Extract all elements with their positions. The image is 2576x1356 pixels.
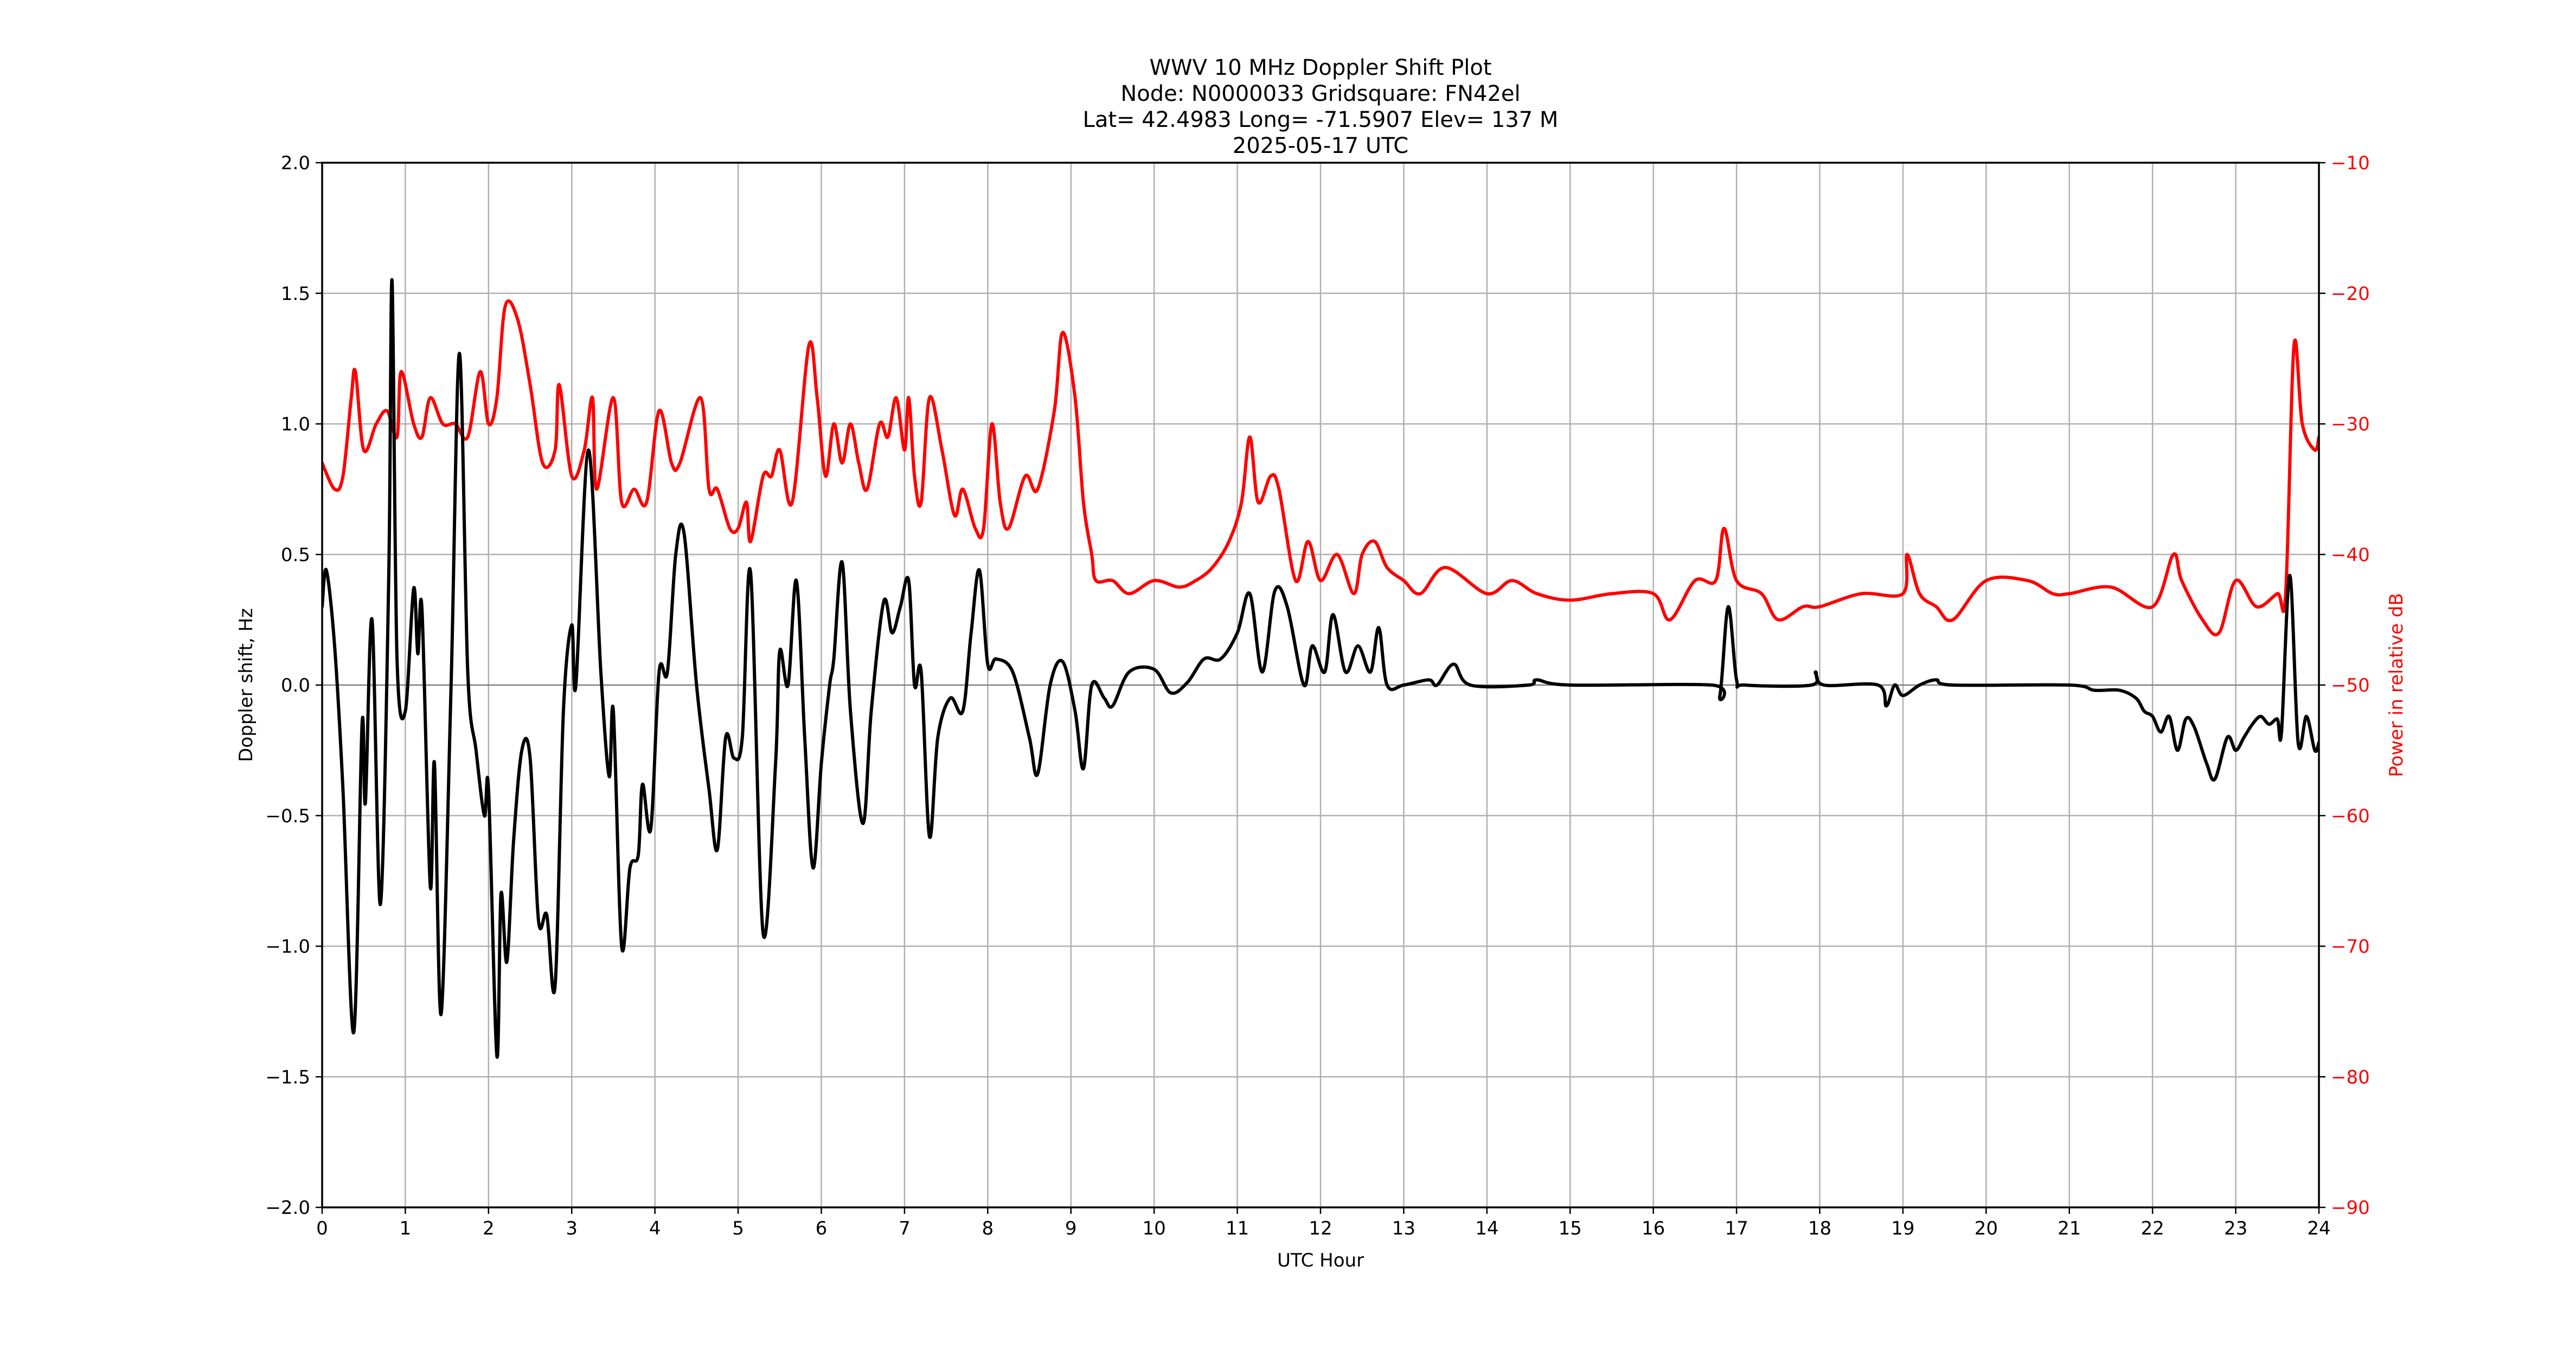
x-tick-label: 15 (1559, 1218, 1582, 1239)
x-tick-label: 11 (1226, 1218, 1249, 1239)
data-series (322, 278, 2319, 1059)
x-tick-label: 6 (816, 1218, 828, 1239)
x-tick-label: 4 (649, 1218, 661, 1239)
y-tick-label-right: −90 (2331, 1197, 2370, 1219)
y-tick-label-left: 1.0 (281, 414, 310, 436)
x-axis-label: UTC Hour (1277, 1250, 1364, 1271)
y-tick-label-right: −80 (2331, 1066, 2370, 1088)
x-tick-label: 19 (1891, 1218, 1914, 1239)
chart-subtitle-node: Node: N0000033 Gridsquare: FN42el (1120, 81, 1520, 106)
y-axis-label-right: Power in relative dB (2386, 593, 2407, 777)
x-tick-label: 21 (2058, 1218, 2081, 1239)
x-tick-label: 8 (982, 1218, 994, 1239)
y-tick-label-right: −60 (2331, 805, 2370, 827)
x-tick-label: 13 (1392, 1218, 1415, 1239)
x-tick-label: 12 (1309, 1218, 1332, 1239)
x-tick-label: 16 (1642, 1218, 1665, 1239)
x-tick-label: 0 (316, 1218, 328, 1239)
y-tick-label-right: −50 (2331, 675, 2370, 696)
x-tick-label: 23 (2224, 1218, 2247, 1239)
x-tick-label: 9 (1065, 1218, 1077, 1239)
chart-subtitle-date: 2025-05-17 UTC (1233, 133, 1408, 158)
axis-ticks: 0 1 2 3 4 5 6 7 8 9 10 11 12 13 14 15 16 17 18 19 20 21 22 23 24… (265, 152, 2369, 1239)
x-tick-label: 20 (1975, 1218, 1998, 1239)
y-tick-label-right: −20 (2331, 283, 2370, 305)
x-tick-label: 24 (2307, 1218, 2330, 1239)
y-tick-label-right: −10 (2331, 152, 2370, 174)
x-tick-label: 2 (483, 1218, 495, 1239)
chart-subtitle-location: Lat= 42.4983 Long= -71.5907 Elev= 137 M (1083, 107, 1559, 132)
chart-title-block: WWV 10 MHz Doppler Shift Plot Node: N000… (1083, 55, 1559, 158)
y-tick-label-left: 0.0 (281, 675, 310, 696)
x-tick-label: 3 (566, 1218, 578, 1239)
y-tick-label-left: −1.5 (265, 1066, 310, 1088)
x-tick-label: 5 (732, 1218, 744, 1239)
y-tick-label-left: 1.5 (281, 283, 310, 305)
y-tick-label-left: −1.0 (265, 936, 310, 958)
y-tick-label-left: 0.5 (281, 544, 310, 566)
x-tick-label: 1 (400, 1218, 412, 1239)
power-trace (322, 299, 2319, 637)
y-tick-label-left: −2.0 (265, 1197, 310, 1219)
y-tick-label-right: −40 (2331, 544, 2370, 566)
x-tick-label: 17 (1725, 1218, 1748, 1239)
y-tick-label-right: −70 (2331, 936, 2370, 958)
doppler-trace (322, 278, 2319, 1059)
x-tick-label: 14 (1475, 1218, 1498, 1239)
y-tick-label-left: 2.0 (281, 152, 310, 174)
y-tick-label-right: −30 (2331, 414, 2370, 436)
y-axis-label-left: Doppler shift, Hz (235, 608, 257, 762)
x-tick-label: 18 (1808, 1218, 1831, 1239)
x-tick-label: 10 (1143, 1218, 1166, 1239)
x-tick-label: 7 (899, 1218, 911, 1239)
y-tick-label-left: −0.5 (265, 805, 310, 827)
chart-title: WWV 10 MHz Doppler Shift Plot (1149, 55, 1491, 80)
x-tick-label: 22 (2141, 1218, 2164, 1239)
